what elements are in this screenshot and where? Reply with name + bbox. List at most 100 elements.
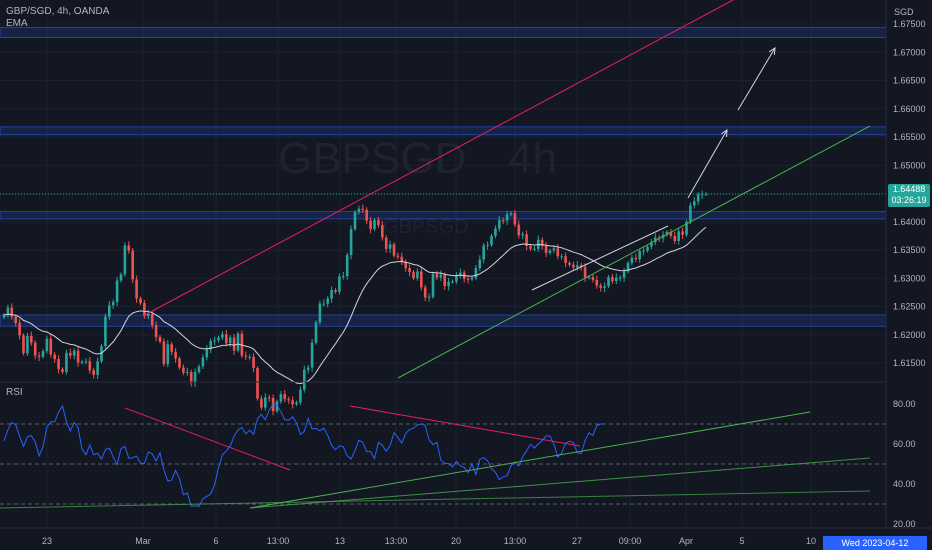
rsi-tick-label: 60.00 [893, 439, 916, 449]
time-tick-label: 13:00 [267, 536, 290, 546]
candle-body [283, 394, 287, 400]
candle-body [357, 208, 361, 213]
candle-body [287, 399, 290, 401]
candle-body [244, 355, 248, 357]
candle-body [618, 277, 622, 279]
candle-body [669, 231, 673, 236]
watermark-sub: GBPSGD [383, 216, 469, 238]
candle-body [673, 235, 677, 241]
candle-body [236, 333, 240, 351]
last-price-tag: 1.64488 03:26:19 [888, 184, 930, 207]
price-tick-label: 1.64000 [893, 217, 926, 227]
candle-body [193, 372, 197, 383]
candle-body [447, 281, 450, 287]
price-tick-label: 1.67500 [893, 19, 926, 29]
candle-body [150, 313, 154, 326]
candle-body [439, 274, 443, 278]
price-tick-label: 1.65500 [893, 132, 926, 142]
candle-body [108, 305, 111, 317]
time-tick-label: 09:00 [619, 536, 642, 546]
rsi-tick-label: 80.00 [893, 399, 916, 409]
candle-body [404, 261, 407, 269]
candle-body [18, 322, 21, 336]
sr-zone [0, 126, 887, 136]
candle-body [76, 350, 80, 363]
candle-body [205, 349, 209, 358]
rsi-label[interactable]: RSI [6, 387, 23, 398]
sr-zone [0, 211, 887, 220]
candle-body [466, 278, 470, 280]
price-tick-label: 1.66000 [893, 104, 926, 114]
candle-body [338, 276, 341, 292]
candle-body [33, 342, 37, 356]
candle-body [408, 268, 411, 273]
candle-body [482, 245, 485, 260]
candle-body [22, 335, 25, 354]
candle-body [681, 231, 684, 235]
price-axis-bg [886, 0, 932, 550]
candle-body [139, 298, 142, 304]
candle-body [295, 402, 298, 405]
candle-body [455, 275, 458, 282]
last-price-value: 1.64488 [892, 184, 926, 194]
rsi-tick-label: 20.00 [893, 519, 916, 529]
candle-body [603, 286, 606, 288]
candle-body [392, 244, 396, 256]
candle-body [10, 307, 14, 317]
candle-body [560, 256, 563, 258]
ema-label[interactable]: EMA [6, 18, 28, 29]
candle-body [583, 266, 587, 278]
candle-body [84, 361, 88, 363]
candle-body [57, 359, 60, 370]
candle-body [400, 256, 404, 262]
candle-body [182, 367, 185, 373]
candle-body [431, 273, 435, 297]
candle-body [248, 356, 251, 358]
candle-body [365, 209, 368, 221]
arrow-head [768, 47, 776, 56]
bar-countdown: 03:26:19 [891, 195, 927, 205]
candle-body [306, 367, 310, 370]
candle-body [291, 400, 294, 405]
candle-body [548, 250, 552, 253]
candle-body [147, 313, 150, 317]
candle-body [638, 251, 641, 260]
price-tick-label: 1.62000 [893, 330, 926, 340]
candle-body [396, 255, 400, 257]
time-tick-label: 5 [739, 536, 744, 546]
trendline-green [397, 125, 871, 379]
rsi-pane [0, 403, 886, 509]
time-tick-label: 13:00 [385, 536, 408, 546]
candle-body [685, 221, 688, 235]
time-tick-label: 27 [572, 536, 582, 546]
candle-body [158, 337, 162, 342]
sr-zone [0, 26, 887, 39]
candles [2, 190, 708, 416]
candle-body [611, 277, 614, 282]
candle-body [2, 314, 6, 318]
time-tick-label: 13:00 [504, 536, 527, 546]
candle-body [642, 250, 645, 252]
candle-body [361, 208, 365, 210]
candle-body [696, 194, 700, 202]
candle-body [529, 246, 532, 249]
candle-body [494, 228, 497, 236]
candle-body [318, 303, 322, 323]
candle-body [6, 307, 10, 315]
candle-body [260, 398, 263, 408]
candle-body [80, 361, 84, 363]
candle-body [595, 279, 599, 286]
candle-body [326, 298, 329, 304]
time-tick-label: 6 [213, 536, 218, 546]
price-tick-label: 1.61500 [893, 358, 926, 368]
candle-body [174, 351, 177, 359]
symbol-title: GBP/SGD, 4h, OANDA [6, 6, 110, 17]
candle-body [26, 335, 29, 354]
watermark-symbol: GBPSGD [278, 134, 466, 183]
candle-body [104, 316, 107, 347]
sr-zone [0, 314, 887, 327]
candle-body [646, 246, 649, 251]
candle-body [197, 366, 201, 373]
